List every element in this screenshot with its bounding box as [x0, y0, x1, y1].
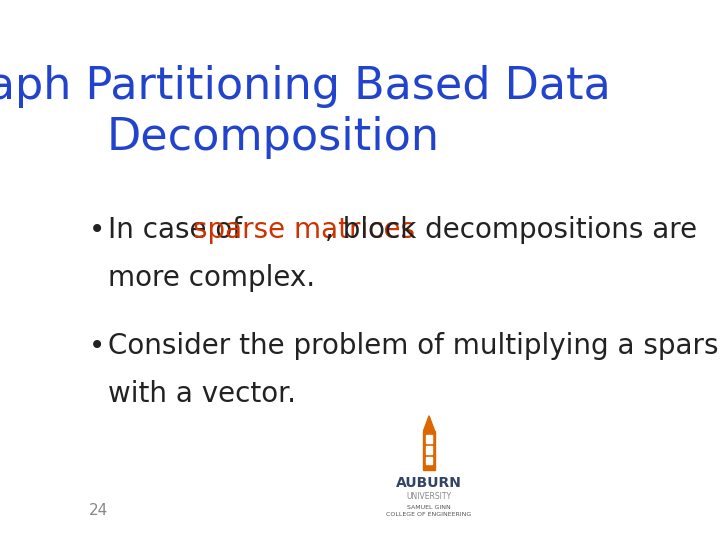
Bar: [426, 457, 432, 464]
Bar: [426, 446, 432, 454]
Text: SAMUEL GINN
COLLEGE OF ENGINEERING: SAMUEL GINN COLLEGE OF ENGINEERING: [387, 505, 472, 516]
Bar: [426, 435, 432, 443]
Bar: [423, 431, 435, 470]
Text: AUBURN: AUBURN: [396, 476, 462, 490]
Text: 24: 24: [89, 503, 108, 518]
Polygon shape: [423, 416, 435, 431]
Text: , block decompositions are: , block decompositions are: [325, 216, 697, 244]
Text: Consider the problem of multiplying a sparse matrix: Consider the problem of multiplying a sp…: [108, 332, 720, 360]
Text: more complex.: more complex.: [108, 264, 315, 292]
Text: •: •: [89, 332, 105, 360]
Text: In case of: In case of: [108, 216, 251, 244]
Text: with a vector.: with a vector.: [108, 380, 296, 408]
Text: •: •: [89, 216, 105, 244]
Text: Graph Partitioning Based Data
Decomposition: Graph Partitioning Based Data Decomposit…: [0, 65, 611, 159]
Text: UNIVERSITY: UNIVERSITY: [407, 492, 451, 502]
Text: sparse matrices: sparse matrices: [193, 216, 415, 244]
